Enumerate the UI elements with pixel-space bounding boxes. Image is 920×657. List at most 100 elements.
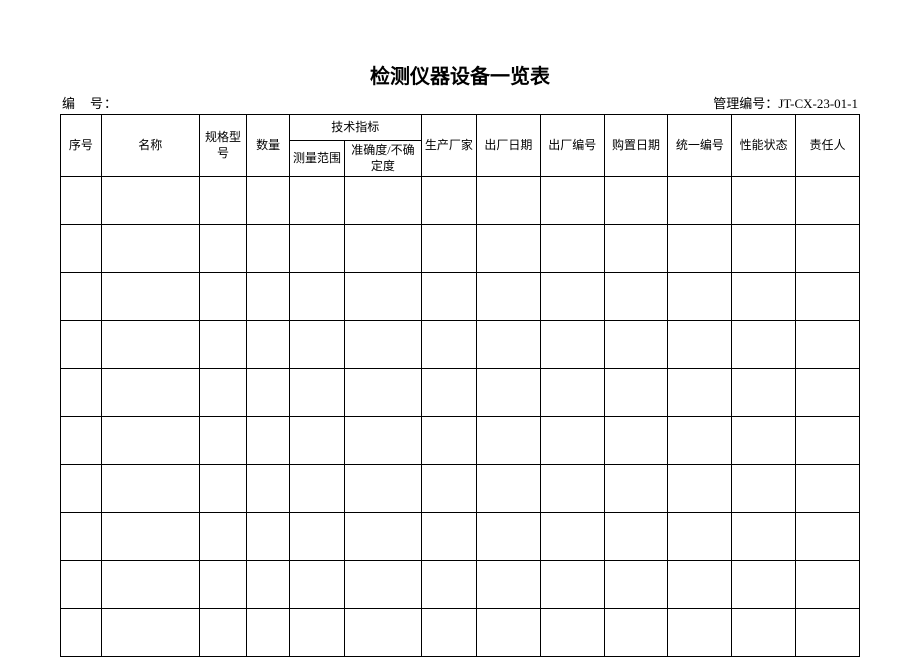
table-cell <box>199 417 247 465</box>
table-cell <box>289 417 344 465</box>
table-cell <box>345 177 422 225</box>
mgmt-number-label: 管理编号： <box>713 96 778 111</box>
table-cell <box>732 177 796 225</box>
col-accuracy: 准确度/不确定度 <box>345 141 422 177</box>
table-cell <box>796 561 860 609</box>
page: 检测仪器设备一览表 编 号： 管理编号：JT-CX-23-01-1 序号 名称 … <box>0 0 920 657</box>
table-cell <box>289 561 344 609</box>
table-cell <box>540 417 604 465</box>
table-cell <box>668 609 732 657</box>
table-cell <box>732 513 796 561</box>
table-cell <box>247 417 290 465</box>
table-cell <box>199 273 247 321</box>
table-cell <box>247 465 290 513</box>
table-cell <box>732 273 796 321</box>
table-cell <box>247 225 290 273</box>
col-spec: 规格型号 <box>199 115 247 177</box>
table-cell <box>247 177 290 225</box>
table-row <box>61 561 860 609</box>
table-cell <box>61 177 102 225</box>
table-cell <box>421 177 476 225</box>
col-status: 性能状态 <box>732 115 796 177</box>
table-row <box>61 609 860 657</box>
table-cell <box>796 465 860 513</box>
table-cell <box>796 273 860 321</box>
col-resp: 责任人 <box>796 115 860 177</box>
table-cell <box>421 369 476 417</box>
table-cell <box>604 177 668 225</box>
table-cell <box>345 561 422 609</box>
table-cell <box>61 417 102 465</box>
table-cell <box>247 561 290 609</box>
table-cell <box>289 609 344 657</box>
header-row-1: 序号 名称 规格型号 数量 技术指标 生产厂家 出厂日期 出厂编号 购置日期 统… <box>61 115 860 141</box>
table-cell <box>477 273 541 321</box>
table-cell <box>540 465 604 513</box>
table-cell <box>668 561 732 609</box>
col-tech-group: 技术指标 <box>289 115 421 141</box>
table-cell <box>668 513 732 561</box>
table-row <box>61 225 860 273</box>
table-cell <box>477 561 541 609</box>
table-row <box>61 465 860 513</box>
table-cell <box>477 225 541 273</box>
table-cell <box>477 513 541 561</box>
table-cell <box>345 465 422 513</box>
table-cell <box>604 225 668 273</box>
table-cell <box>421 273 476 321</box>
table-cell <box>540 273 604 321</box>
table-cell <box>101 513 199 561</box>
table-cell <box>540 609 604 657</box>
table-cell <box>796 177 860 225</box>
table-cell <box>247 321 290 369</box>
table-cell <box>421 417 476 465</box>
table-cell <box>199 177 247 225</box>
table-cell <box>101 609 199 657</box>
table-cell <box>61 513 102 561</box>
table-cell <box>345 369 422 417</box>
table-cell <box>477 609 541 657</box>
table-cell <box>796 369 860 417</box>
table-cell <box>61 321 102 369</box>
col-out-date: 出厂日期 <box>477 115 541 177</box>
table-cell <box>61 273 102 321</box>
table-cell <box>101 369 199 417</box>
table-cell <box>421 561 476 609</box>
table-cell <box>345 513 422 561</box>
table-cell <box>247 609 290 657</box>
table-cell <box>247 513 290 561</box>
table-row <box>61 513 860 561</box>
col-meas-range: 测量范围 <box>289 141 344 177</box>
table-cell <box>604 609 668 657</box>
table-cell <box>604 465 668 513</box>
table-row <box>61 321 860 369</box>
table-cell <box>540 561 604 609</box>
table-cell <box>540 513 604 561</box>
table-cell <box>289 465 344 513</box>
table-cell <box>732 369 796 417</box>
table-cell <box>61 465 102 513</box>
serial-label: 编 号： <box>62 93 118 112</box>
table-body <box>61 177 860 657</box>
table-cell <box>796 225 860 273</box>
table-row <box>61 369 860 417</box>
table-cell <box>540 225 604 273</box>
page-title: 检测仪器设备一览表 <box>60 60 860 89</box>
table-cell <box>421 465 476 513</box>
table-cell <box>421 609 476 657</box>
col-uni-no: 统一编号 <box>668 115 732 177</box>
mgmt-number: 管理编号：JT-CX-23-01-1 <box>713 93 858 112</box>
table-cell <box>289 177 344 225</box>
mgmt-number-value: JT-CX-23-01-1 <box>778 96 858 111</box>
table-cell <box>796 321 860 369</box>
col-out-no: 出厂编号 <box>540 115 604 177</box>
table-cell <box>289 513 344 561</box>
col-buy-date: 购置日期 <box>604 115 668 177</box>
table-cell <box>732 321 796 369</box>
table-cell <box>61 561 102 609</box>
table-cell <box>101 177 199 225</box>
table-cell <box>421 225 476 273</box>
table-cell <box>421 513 476 561</box>
table-row <box>61 417 860 465</box>
table-cell <box>477 177 541 225</box>
